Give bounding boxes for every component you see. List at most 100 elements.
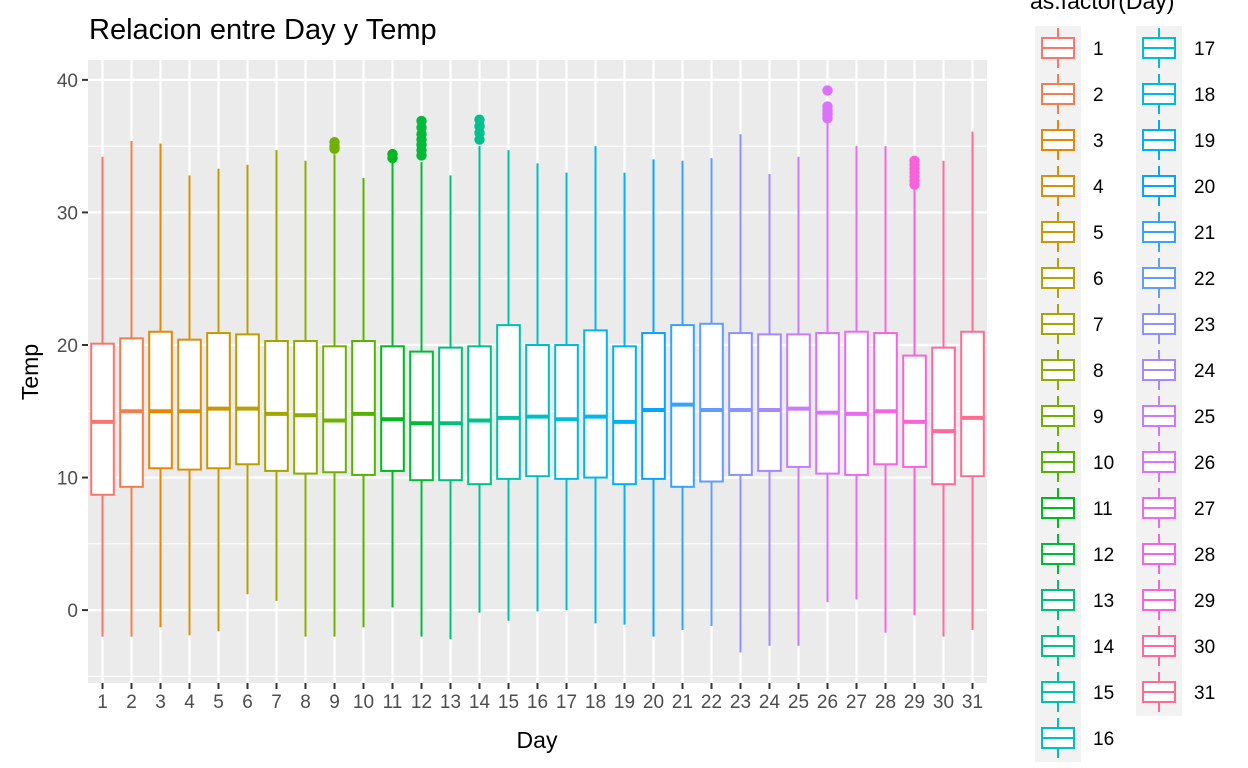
y-axis: 0 10 20 30 40	[57, 71, 88, 622]
box-day-22	[699, 158, 724, 627]
box-day-31	[960, 131, 985, 630]
box-day-28	[873, 146, 898, 633]
outlier-point	[909, 155, 920, 166]
box-body	[554, 343, 579, 480]
x-tick-label: 13	[440, 692, 461, 713]
x-tick-label: 24	[759, 692, 781, 713]
box-body	[235, 333, 260, 466]
legend-label: 2	[1093, 85, 1104, 106]
legend-item-24: 24	[1136, 348, 1216, 394]
x-tick-label: 31	[962, 692, 983, 713]
outlier-point	[822, 85, 833, 96]
x-tick-label: 26	[817, 692, 838, 713]
box-body	[148, 330, 173, 470]
legend-item-20: 20	[1136, 164, 1215, 210]
x-tick-label: 20	[643, 692, 664, 713]
legend-label: 31	[1194, 683, 1215, 704]
legend-label: 10	[1093, 453, 1114, 474]
legend-label: 23	[1194, 315, 1215, 336]
x-axis: 1 2 3 4 5 6 7 8 9 10 11 12 13 14 15 16 17 18 19 20 21 22 23 24 2…	[97, 683, 983, 713]
legend-item-15: 15	[1035, 670, 1114, 716]
box-body	[264, 340, 289, 472]
box-day-6	[235, 164, 260, 595]
x-tick-label: 11	[383, 692, 403, 713]
legend-label: 21	[1194, 223, 1215, 244]
legend-label: 28	[1194, 545, 1215, 566]
box-body	[293, 340, 318, 475]
y-tick-label: 10	[57, 469, 78, 490]
x-tick-label: 23	[730, 692, 751, 713]
box-day-23	[728, 134, 753, 653]
legend-label: 27	[1194, 499, 1215, 520]
legend-label: 26	[1194, 453, 1215, 474]
x-tick-label: 28	[875, 692, 896, 713]
legend-item-13: 13	[1035, 578, 1114, 624]
box-body	[786, 333, 811, 468]
outlier-point	[416, 115, 427, 127]
box-day-14	[467, 114, 492, 613]
box-day-21	[670, 160, 695, 630]
box-day-13	[438, 175, 463, 640]
legend-label: 1	[1093, 39, 1104, 60]
legend-label: 22	[1194, 269, 1215, 290]
legend-label: 24	[1194, 361, 1216, 382]
legend-item-1: 1	[1035, 26, 1104, 72]
legend-item-18: 18	[1136, 72, 1215, 118]
x-tick-label: 17	[556, 692, 577, 713]
legend: 1234567891011121314151617181920212223242…	[1035, 26, 1216, 762]
box-day-7	[264, 150, 289, 601]
legend-label: 3	[1093, 131, 1104, 152]
box-day-16	[525, 163, 550, 612]
chart-title: Relacion entre Day y Temp	[89, 14, 437, 46]
box-day-17	[554, 172, 579, 611]
x-tick-label: 9	[329, 692, 340, 713]
box-body	[815, 332, 840, 475]
box-body	[844, 330, 869, 476]
box-day-19	[612, 172, 637, 625]
x-tick-label: 25	[788, 692, 809, 713]
x-tick-label: 6	[242, 692, 253, 713]
box-day-25	[786, 156, 811, 646]
outlier-point	[387, 148, 398, 160]
x-tick-label: 4	[184, 692, 195, 713]
box-day-15	[496, 150, 521, 621]
legend-title: as.factor(Day)	[1030, 0, 1174, 14]
y-tick-label: 40	[57, 71, 78, 92]
legend-item-22: 22	[1136, 256, 1215, 302]
x-tick-label: 1	[97, 692, 108, 713]
legend-item-25: 25	[1136, 394, 1215, 440]
legend-item-27: 27	[1136, 486, 1215, 532]
box-day-12	[409, 115, 434, 637]
legend-label: 29	[1194, 591, 1215, 612]
box-body	[206, 332, 231, 470]
box-body	[873, 332, 898, 466]
box-day-29	[902, 155, 927, 616]
legend-label: 17	[1194, 39, 1215, 60]
legend-item-21: 21	[1136, 210, 1215, 256]
legend-label: 25	[1194, 407, 1215, 428]
box-day-4	[177, 175, 202, 636]
box-body	[728, 332, 753, 476]
y-tick-label: 20	[57, 336, 78, 357]
legend-label: 7	[1093, 315, 1104, 336]
x-tick-label: 14	[469, 692, 491, 713]
x-tick-label: 3	[155, 692, 166, 713]
legend-label: 4	[1093, 177, 1104, 198]
legend-item-7: 7	[1035, 302, 1104, 348]
box-body	[699, 322, 724, 483]
legend-item-29: 29	[1136, 578, 1215, 624]
legend-label: 5	[1093, 223, 1104, 244]
legend-item-6: 6	[1035, 256, 1104, 302]
legend-label: 19	[1194, 131, 1215, 152]
box-day-24	[757, 173, 782, 646]
box-day-3	[148, 143, 173, 628]
legend-label: 30	[1194, 637, 1215, 658]
legend-label: 20	[1194, 177, 1215, 198]
boxes	[90, 85, 985, 653]
outlier-point	[822, 101, 833, 112]
legend-label: 8	[1093, 361, 1104, 382]
x-tick-label: 19	[614, 692, 635, 713]
legend-label: 12	[1093, 545, 1114, 566]
legend-label: 18	[1194, 85, 1215, 106]
